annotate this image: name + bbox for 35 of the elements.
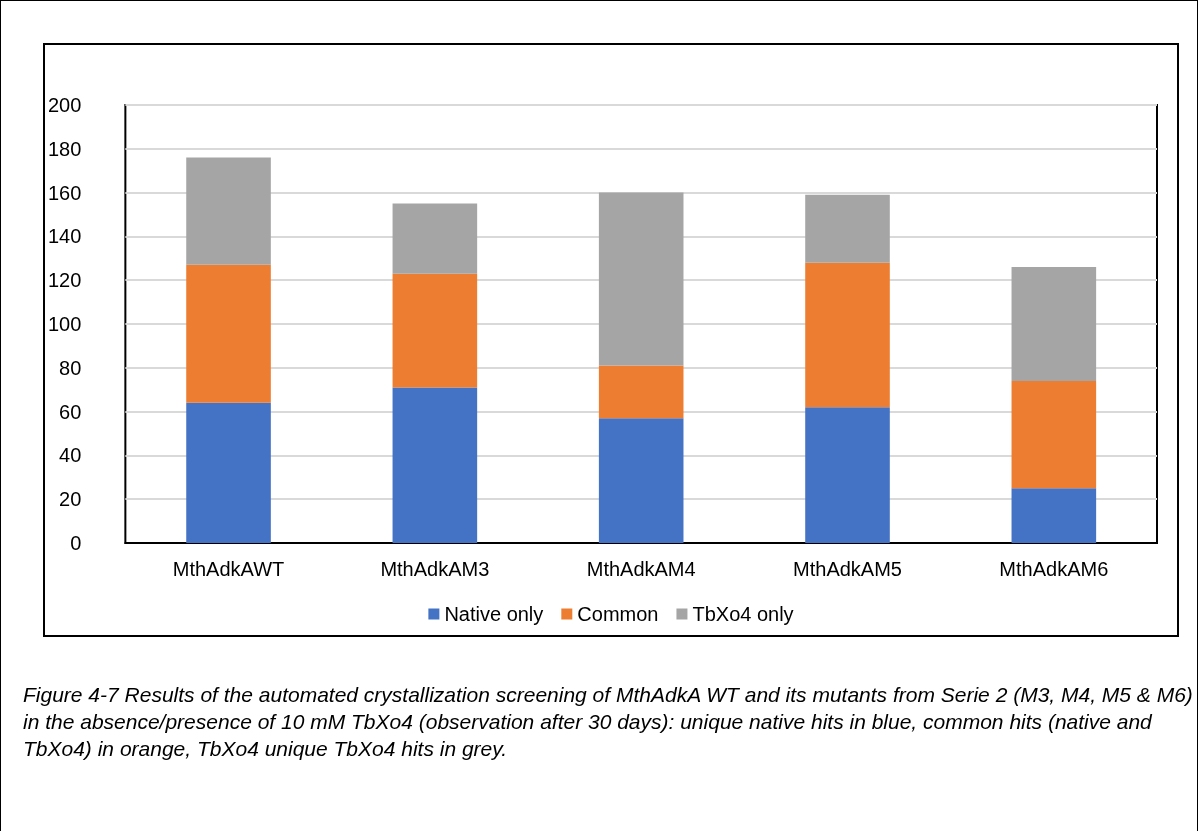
y-tick-label: 80	[59, 356, 82, 379]
legend-label: Native only	[444, 603, 544, 625]
bar	[392, 273, 478, 388]
bar	[1011, 380, 1097, 489]
caption: Figure 4-7 Results of the automated crystallization screening of MthAdkA WT and its mutants from Serie 2 (M3, M4, M5 & M6) in the absence/presence of 10 mM TbXo4 (observation after 30 days): unique native hits in blue, common hits (native and TbXo4) in orange, TbXo4 unique TbXo4 hits in grey.	[23, 682, 1193, 762]
bar	[1011, 267, 1097, 381]
bar	[805, 262, 890, 408]
x-tick-label: MthAdkAM3	[380, 558, 490, 580]
y-tick-label: 60	[59, 400, 82, 423]
y-tick-label: 0	[70, 532, 82, 554]
x-tick-label: MthAdkAWT	[172, 558, 285, 580]
x-tick-label: MthAdkAM6	[999, 558, 1109, 580]
y-tick-label: 20	[59, 488, 82, 511]
y-tick-label: 200	[47, 94, 82, 116]
bar	[598, 418, 684, 543]
y-tick-label: 100	[47, 313, 82, 335]
y-tick-label: 120	[47, 269, 82, 292]
bar	[1011, 488, 1097, 543]
bar	[186, 264, 271, 403]
legend-label: TbXo4 only	[692, 603, 794, 625]
x-tick-label: MthAdkAM5	[793, 558, 902, 580]
x-tick-label: MthAdkAM4	[586, 558, 696, 580]
bar	[186, 402, 271, 543]
bar	[598, 365, 684, 419]
y-tick-label: 140	[47, 225, 82, 248]
bar	[805, 194, 890, 263]
bar	[392, 203, 478, 274]
bar	[186, 157, 271, 265]
bar	[598, 192, 684, 366]
bar	[392, 387, 478, 543]
y-tick-label: 40	[59, 444, 82, 467]
legend-label: Common	[577, 603, 659, 625]
y-tick-label: 160	[47, 181, 82, 204]
bar	[805, 407, 890, 543]
y-tick-label: 180	[47, 137, 82, 160]
